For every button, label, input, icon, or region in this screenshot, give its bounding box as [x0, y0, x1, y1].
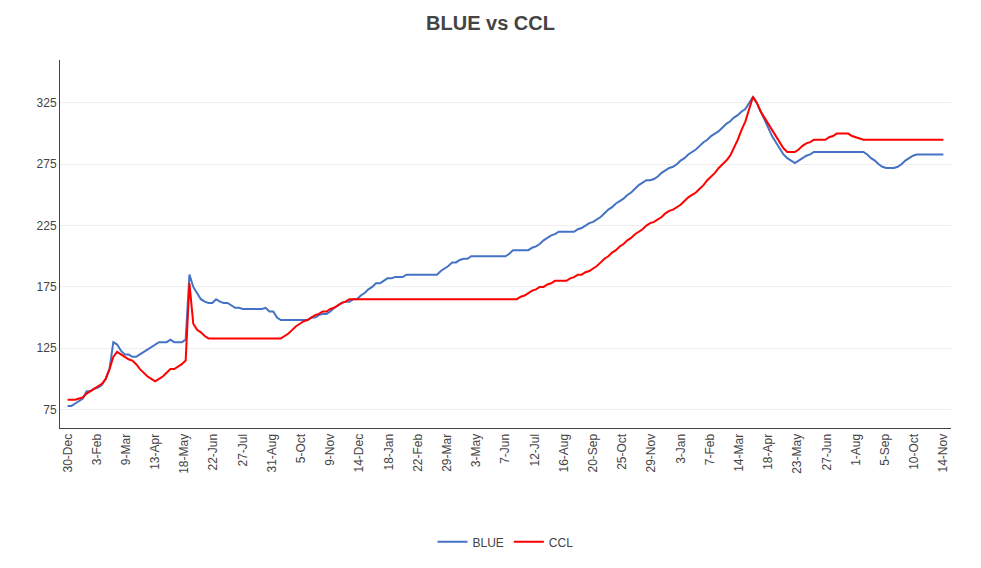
svg-text:14-Dec: 14-Dec: [352, 434, 366, 473]
svg-text:1-Aug: 1-Aug: [849, 434, 863, 466]
svg-text:14-Nov: 14-Nov: [936, 434, 950, 473]
svg-text:22-Feb: 22-Feb: [411, 433, 425, 471]
svg-text:3-Jan: 3-Jan: [674, 434, 688, 464]
svg-text:7-Jun: 7-Jun: [498, 434, 512, 464]
svg-text:CCL: CCL: [549, 536, 573, 550]
svg-text:29-Mar: 29-Mar: [440, 434, 454, 472]
svg-text:31-Aug: 31-Aug: [265, 434, 279, 473]
svg-text:3-May: 3-May: [469, 434, 483, 467]
svg-text:175: 175: [37, 280, 57, 294]
svg-text:BLUE: BLUE: [473, 536, 504, 550]
svg-text:27-Jun: 27-Jun: [820, 434, 834, 471]
svg-text:29-Nov: 29-Nov: [644, 434, 658, 473]
svg-text:16-Aug: 16-Aug: [557, 434, 571, 473]
svg-text:125: 125: [37, 341, 57, 355]
svg-text:9-Nov: 9-Nov: [323, 434, 337, 466]
svg-text:10-Oct: 10-Oct: [907, 433, 921, 470]
svg-text:18-Jan: 18-Jan: [382, 434, 396, 471]
svg-text:25-Oct: 25-Oct: [615, 433, 629, 470]
svg-text:27-Jul: 27-Jul: [236, 434, 250, 467]
svg-text:18-May: 18-May: [177, 434, 191, 474]
svg-text:12-Jul: 12-Jul: [528, 434, 542, 467]
svg-text:275: 275: [37, 157, 57, 171]
svg-text:22-Jun: 22-Jun: [206, 434, 220, 471]
svg-text:BLUE vs CCL: BLUE vs CCL: [426, 12, 555, 34]
svg-text:13-Apr: 13-Apr: [148, 434, 162, 470]
svg-text:3-Feb: 3-Feb: [90, 433, 104, 465]
svg-text:14-Mar: 14-Mar: [732, 434, 746, 472]
svg-text:9-Mar: 9-Mar: [119, 434, 133, 465]
svg-text:23-May: 23-May: [790, 434, 804, 474]
svg-text:75: 75: [43, 403, 57, 417]
svg-text:7-Feb: 7-Feb: [703, 433, 717, 465]
svg-text:30-Dec: 30-Dec: [61, 434, 75, 473]
svg-text:5-Sep: 5-Sep: [878, 433, 892, 465]
svg-text:5-Oct: 5-Oct: [294, 433, 308, 463]
svg-text:18-Apr: 18-Apr: [761, 434, 775, 470]
svg-text:225: 225: [37, 219, 57, 233]
svg-text:325: 325: [37, 96, 57, 110]
svg-text:20-Sep: 20-Sep: [586, 433, 600, 472]
